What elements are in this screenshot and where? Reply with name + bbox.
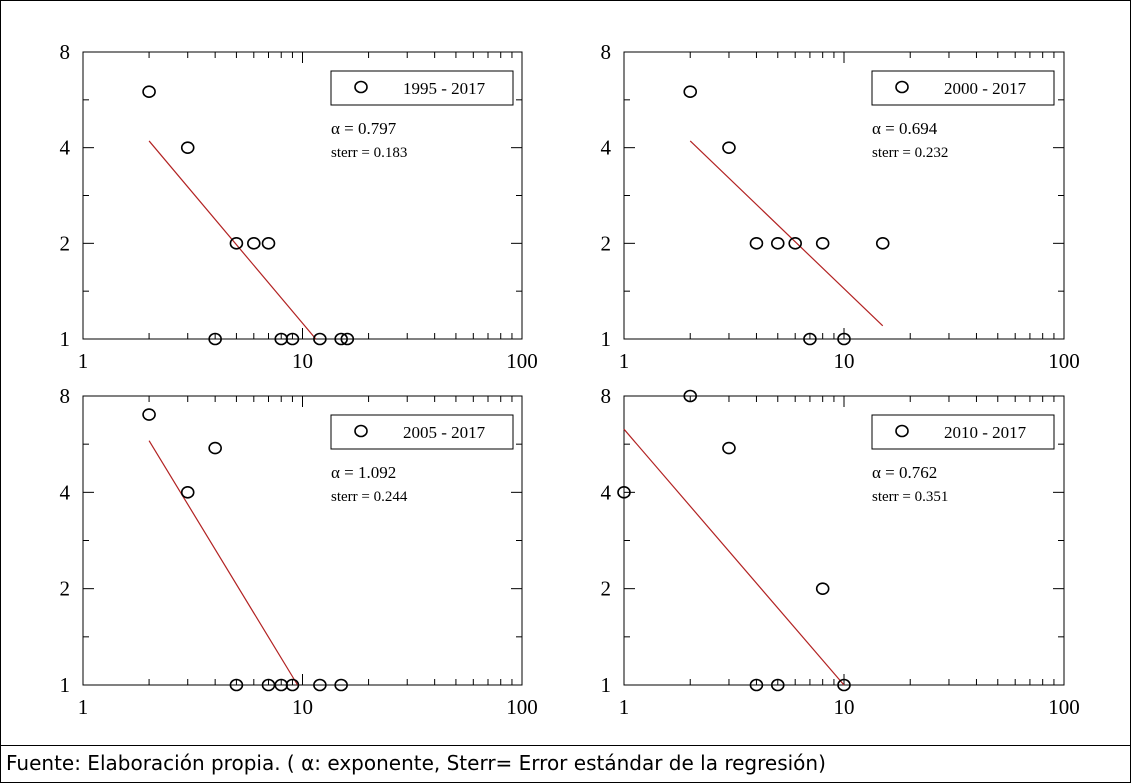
data-point — [683, 389, 698, 403]
y-tick-label: 2 — [601, 231, 612, 255]
sterr-annotation: sterr = 0.183 — [331, 145, 407, 161]
data-point — [815, 237, 830, 250]
data-point — [803, 332, 817, 346]
legend-label: 2000 - 2017 — [944, 79, 1027, 98]
caption-divider — [0, 745, 1131, 746]
alpha-annotation: α = 0.762 — [872, 463, 937, 482]
chart-panel-2: 1 10 100 1 2 4 8 2000 - 2017 α = 0.694 sterr = 0.… — [601, 40, 1080, 373]
legend-box — [330, 414, 514, 450]
x-tick-label: 10 — [292, 349, 313, 373]
y-tick-label: 2 — [601, 577, 612, 601]
legend-marker — [354, 80, 368, 94]
legend-label: 2005 - 2017 — [403, 423, 486, 442]
y-tick-label: 4 — [60, 480, 71, 504]
data-point — [683, 85, 698, 99]
data-point — [285, 678, 300, 692]
data-point — [208, 441, 222, 455]
sterr-annotation: sterr = 0.244 — [331, 489, 408, 505]
alpha-annotation: α = 0.694 — [872, 119, 938, 138]
legend-box — [871, 414, 1055, 450]
chart-grid: 1 10 100 1 2 4 8 1995 - 2017 α = 0.797 sterr = 0.… — [60, 40, 1080, 719]
data-point — [617, 486, 631, 499]
figure-caption: Fuente: Elaboración propia. ( α: exponen… — [6, 751, 826, 775]
data-point — [142, 408, 156, 421]
regression-line — [148, 440, 299, 686]
data-point — [770, 237, 785, 250]
data-point — [749, 237, 764, 250]
y-tick-label: 4 — [601, 136, 612, 160]
x-tick-label: 1 — [78, 349, 89, 373]
data-point — [208, 332, 222, 346]
data-point — [837, 332, 851, 346]
y-tick-label: 4 — [60, 136, 71, 160]
chart-panel-1: 1 10 100 1 2 4 8 1995 - 2017 α = 0.797 sterr = 0.… — [60, 40, 538, 373]
data-point — [180, 486, 195, 499]
data-point — [229, 237, 244, 250]
x-tick-label: 10 — [292, 695, 313, 719]
x-tick-label: 1 — [78, 695, 89, 719]
x-tick-label: 1 — [619, 349, 630, 373]
x-tick-label: 100 — [506, 695, 538, 719]
data-point — [313, 332, 327, 346]
data-point — [875, 237, 890, 250]
y-tick-label: 1 — [60, 327, 71, 351]
legend-marker — [895, 424, 909, 438]
regression-line — [623, 428, 845, 686]
alpha-annotation: α = 1.092 — [331, 463, 396, 482]
alpha-annotation: α = 0.797 — [331, 119, 397, 138]
data-point — [334, 678, 348, 692]
data-point — [788, 237, 802, 250]
sterr-annotation: sterr = 0.232 — [872, 145, 948, 161]
x-tick-label: 10 — [834, 695, 855, 719]
data-point — [722, 141, 736, 154]
y-tick-label: 1 — [60, 673, 71, 697]
legend-label: 1995 - 2017 — [403, 79, 486, 98]
x-tick-label: 100 — [1048, 349, 1080, 373]
y-tick-label: 2 — [60, 231, 71, 255]
x-tick-label: 100 — [1048, 695, 1080, 719]
legend-box — [871, 70, 1055, 106]
data-point — [229, 678, 244, 692]
legend-label: 2010 - 2017 — [944, 423, 1027, 442]
legend-marker — [895, 80, 909, 94]
data-point — [837, 678, 851, 692]
legend-box — [330, 70, 514, 106]
chart-panel-4: 1 10 100 1 2 4 8 2010 - 2017 α = 0.762 sterr = 0.… — [601, 384, 1080, 719]
data-point — [334, 332, 348, 346]
x-tick-label: 100 — [506, 349, 538, 373]
data-point — [340, 332, 355, 346]
sterr-annotation: sterr = 0.351 — [872, 489, 948, 505]
x-tick-label: 1 — [619, 695, 630, 719]
y-tick-label: 1 — [601, 673, 612, 697]
data-point — [815, 582, 830, 595]
legend-marker — [354, 424, 368, 438]
data-point — [180, 141, 195, 154]
y-tick-label: 4 — [601, 480, 612, 504]
data-point — [313, 678, 327, 692]
y-tick-label: 2 — [60, 577, 71, 601]
data-point — [722, 441, 736, 455]
y-tick-label: 8 — [60, 40, 71, 64]
data-point — [142, 85, 156, 99]
data-point — [770, 678, 785, 692]
y-tick-label: 8 — [60, 384, 71, 408]
chart-panel-3: 1 10 100 1 2 4 8 2005 - 2017 α = 1.092 sterr = 0.… — [60, 384, 538, 719]
y-tick-label: 1 — [601, 327, 612, 351]
data-point — [247, 237, 261, 250]
data-point — [261, 237, 276, 250]
y-tick-label: 8 — [601, 384, 612, 408]
data-point — [749, 678, 764, 692]
data-point — [285, 332, 300, 346]
y-tick-label: 8 — [601, 40, 612, 64]
regression-line — [689, 140, 884, 327]
x-tick-label: 10 — [834, 349, 855, 373]
